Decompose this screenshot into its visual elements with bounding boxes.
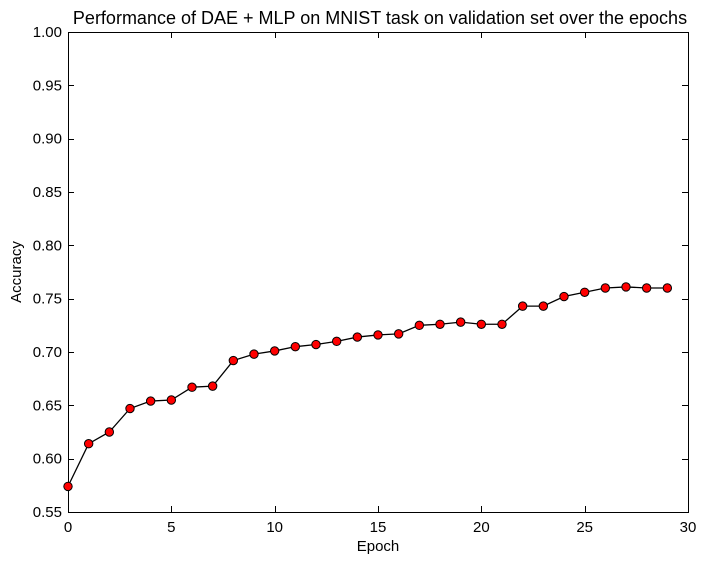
data-point <box>600 283 611 293</box>
data-point <box>249 349 259 359</box>
data-point <box>352 332 363 342</box>
y-tick-label: 0.80 <box>33 237 62 254</box>
x-axis-ticks: 0 5 10 15 20 25 30 <box>64 32 697 536</box>
data-point <box>476 319 487 329</box>
plot-area-frame <box>68 32 689 513</box>
data-point <box>393 329 404 339</box>
y-tick-label: 0.90 <box>33 131 62 148</box>
data-point <box>497 319 507 329</box>
data-point <box>579 287 590 297</box>
series-line <box>67 286 668 487</box>
data-point <box>517 301 528 311</box>
data-point <box>662 283 673 293</box>
data-point <box>373 330 383 340</box>
data-point <box>621 282 631 292</box>
x-tick-label: 0 <box>64 519 72 536</box>
data-point <box>228 355 239 366</box>
x-tick-label: 25 <box>576 519 593 536</box>
data-point <box>166 395 177 405</box>
data-point <box>290 341 301 352</box>
data-point <box>145 396 156 406</box>
data-point <box>63 481 73 492</box>
y-tick-label: 1.00 <box>33 24 62 41</box>
x-tick-label: 15 <box>370 519 387 536</box>
data-point <box>455 317 466 327</box>
data-point <box>538 301 549 311</box>
data-point <box>311 339 321 350</box>
y-tick-label: 0.75 <box>33 291 62 308</box>
data-point <box>207 381 218 391</box>
x-tick-label: 30 <box>680 519 697 536</box>
data-point <box>331 336 342 347</box>
y-axis-label: Accuracy <box>8 241 25 303</box>
y-tick-label: 0.95 <box>33 77 62 94</box>
data-point <box>414 320 425 331</box>
x-tick-label: 10 <box>266 519 283 536</box>
data-point <box>83 439 94 449</box>
data-point <box>435 319 445 329</box>
y-tick-label: 0.85 <box>33 184 62 201</box>
data-point <box>187 382 197 392</box>
data-point <box>641 283 652 293</box>
x-tick-label: 5 <box>167 519 175 536</box>
y-tick-label: 0.60 <box>33 451 62 468</box>
y-tick-label: 0.65 <box>33 397 62 414</box>
y-tick-label: 0.55 <box>33 504 62 521</box>
x-axis-label: Epoch <box>357 538 400 555</box>
data-point <box>559 291 569 302</box>
y-axis-ticks: 0.55 0.60 0.65 0.70 0.75 0.80 0.85 0.90 0.95 1.00 <box>33 24 688 521</box>
x-tick-label: 20 <box>473 519 490 536</box>
chart-title: Performance of DAE + MLP on MNIST task o… <box>73 8 687 28</box>
series-group <box>63 282 673 492</box>
data-point <box>125 403 135 414</box>
data-point <box>269 346 280 356</box>
data-point <box>104 427 115 437</box>
y-tick-label: 0.70 <box>33 344 62 361</box>
